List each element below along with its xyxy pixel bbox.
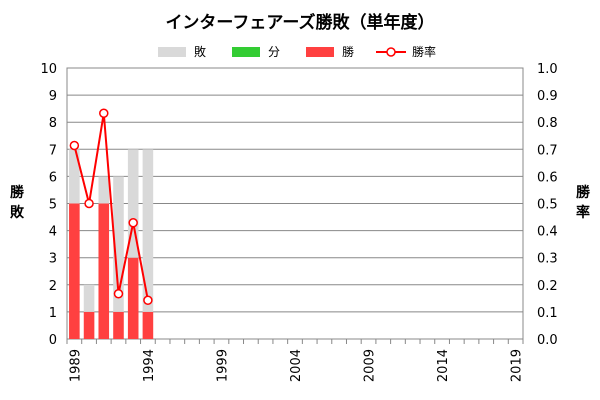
legend-swatch-wins xyxy=(306,47,334,57)
y-right-tick-label: 0.5 xyxy=(537,198,558,213)
y-left-tick-label: 0 xyxy=(49,333,57,348)
y-right-tick-label: 0.3 xyxy=(537,252,558,267)
y-left-tick-label: 9 xyxy=(49,89,57,104)
right-axis-label-char-2: 率 xyxy=(576,205,590,221)
x-tick-label: 1989 xyxy=(68,349,83,382)
legend-line-win-rate xyxy=(376,47,406,57)
y-left-tick-label: 7 xyxy=(49,143,57,158)
bar-wins xyxy=(83,311,95,339)
legend: 敗 分 勝 勝率 xyxy=(0,44,600,62)
legend-swatch-losses xyxy=(158,47,186,57)
y-right-tick-label: 0.2 xyxy=(537,279,558,294)
win-rate-point xyxy=(99,108,109,119)
bar-losses xyxy=(127,149,139,258)
bar-wins xyxy=(69,203,80,339)
win-rate-point xyxy=(128,217,138,228)
win-rate-point xyxy=(84,198,94,209)
y-right-tick-label: 1.0 xyxy=(537,62,558,77)
bar-losses xyxy=(69,149,80,204)
legend-label-win-rate: 勝率 xyxy=(412,45,437,59)
y-left-tick-label: 2 xyxy=(49,279,57,294)
win-rate-line xyxy=(73,113,149,301)
y-left-tick-label: 4 xyxy=(49,225,57,240)
chart-title: インターフェアーズ勝敗（単年度） xyxy=(165,13,435,33)
legend-label-draws: 分 xyxy=(268,45,281,59)
y-left-tick-label: 3 xyxy=(49,252,57,267)
win-rate-point xyxy=(113,288,124,299)
left-axis-label-char-1: 勝 xyxy=(10,185,24,201)
bar-losses xyxy=(98,176,110,204)
y-right-tick-label: 0.1 xyxy=(537,306,558,321)
bar-wins xyxy=(127,257,139,339)
y-right-tick-label: 0.7 xyxy=(537,143,558,158)
y-left-tick-label: 6 xyxy=(49,170,57,185)
x-tick-label: 1994 xyxy=(142,349,157,382)
bar-wins xyxy=(98,203,110,339)
win-rate-point xyxy=(143,295,153,305)
x-tick-label: 1999 xyxy=(215,349,230,382)
right-axis-label-char-1: 勝 xyxy=(576,185,590,201)
y-left-tick-label: 8 xyxy=(49,116,57,131)
bar-wins xyxy=(113,311,124,339)
bar-losses xyxy=(142,149,154,312)
x-tick-label: 2009 xyxy=(363,349,378,382)
x-tick-label: 2004 xyxy=(289,349,304,382)
y-right-tick-label: 0.0 xyxy=(537,333,558,348)
y-left-tick-label: 5 xyxy=(49,198,57,213)
x-tick-label: 2019 xyxy=(510,349,525,382)
left-axis-label-char-2: 敗 xyxy=(10,205,24,221)
bar-wins xyxy=(142,311,154,339)
y-right-tick-label: 0.9 xyxy=(537,89,558,104)
bar-losses xyxy=(113,176,124,312)
y-right-tick-label: 0.8 xyxy=(537,116,558,131)
x-tick-label: 2014 xyxy=(436,349,451,382)
y-left-tick-label: 1 xyxy=(49,306,57,321)
legend-swatch-draws xyxy=(232,47,260,57)
legend-label-losses: 敗 xyxy=(194,45,207,59)
plot-frame xyxy=(66,67,524,340)
y-left-tick-label: 10 xyxy=(40,62,57,77)
y-right-tick-label: 0.4 xyxy=(537,225,558,240)
left-axis-label: 勝 敗 xyxy=(8,183,26,223)
y-right-tick-label: 0.6 xyxy=(537,170,558,185)
bar-losses xyxy=(83,284,95,312)
legend-label-wins: 勝 xyxy=(342,45,355,59)
win-rate-point xyxy=(69,140,80,151)
right-axis-label: 勝 率 xyxy=(574,183,592,223)
